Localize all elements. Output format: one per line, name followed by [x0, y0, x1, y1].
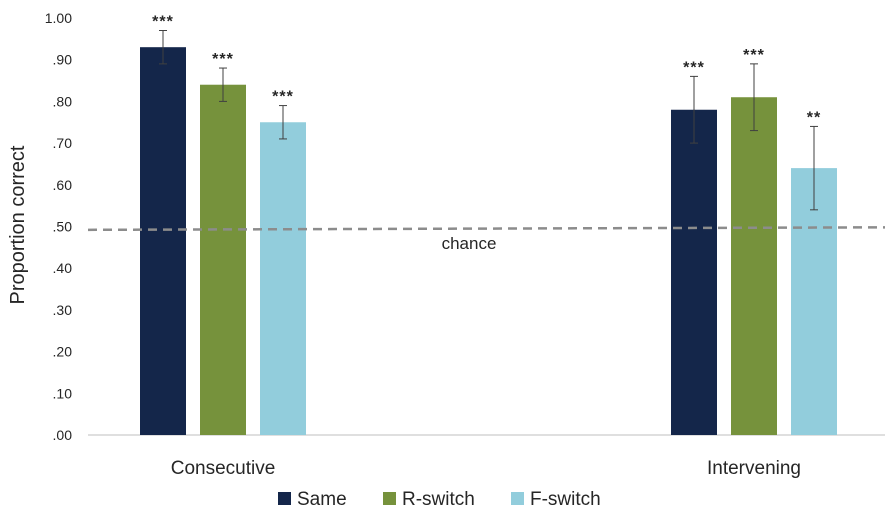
legend-label: F-switch [530, 489, 601, 510]
legend-swatch [278, 492, 291, 505]
significance-label: *** [152, 14, 174, 31]
category-label: Consecutive [171, 458, 276, 479]
bar [260, 122, 306, 435]
y-tick-label: 1.00 [45, 10, 72, 26]
bar [671, 109, 717, 436]
y-tick-label: .90 [53, 52, 73, 68]
y-tick-label: .40 [53, 260, 73, 276]
chance-line-stroke [87, 226, 886, 232]
y-tick-label: .30 [53, 302, 73, 318]
significance-label: *** [212, 51, 234, 68]
legend-label: Same [297, 489, 347, 510]
bar-series: ********* ******** [140, 14, 837, 436]
legend-swatch [511, 492, 524, 505]
legend-label: R-switch [402, 489, 475, 510]
y-axis-label: Proportion correct [7, 145, 29, 304]
bar [140, 47, 186, 435]
significance-label: ** [807, 109, 821, 126]
category-labels: Consecutive Intervening [171, 458, 801, 479]
category-label: Intervening [707, 458, 801, 479]
significance-label: *** [272, 89, 294, 106]
y-tick-label: .20 [53, 344, 73, 360]
y-axis-ticks: .00 .10 .20 .30 .40 .50 .60 .70 .80 .90 1.00 [45, 10, 72, 443]
significance-label: *** [743, 47, 765, 64]
bar [731, 97, 777, 435]
bar [200, 84, 246, 435]
y-tick-label: .00 [53, 427, 73, 443]
legend-swatch [383, 492, 396, 505]
y-tick-label: .50 [53, 219, 73, 235]
bar [791, 168, 837, 435]
legend: Same R-switch F-switch [278, 489, 601, 510]
y-tick-label: .70 [53, 135, 73, 151]
y-tick-label: .60 [53, 177, 73, 193]
y-tick-label: .10 [53, 385, 73, 401]
chance-line: chance [87, 226, 886, 253]
significance-label: *** [683, 59, 705, 76]
chance-label: chance [442, 234, 497, 253]
y-tick-label: .80 [53, 93, 73, 109]
